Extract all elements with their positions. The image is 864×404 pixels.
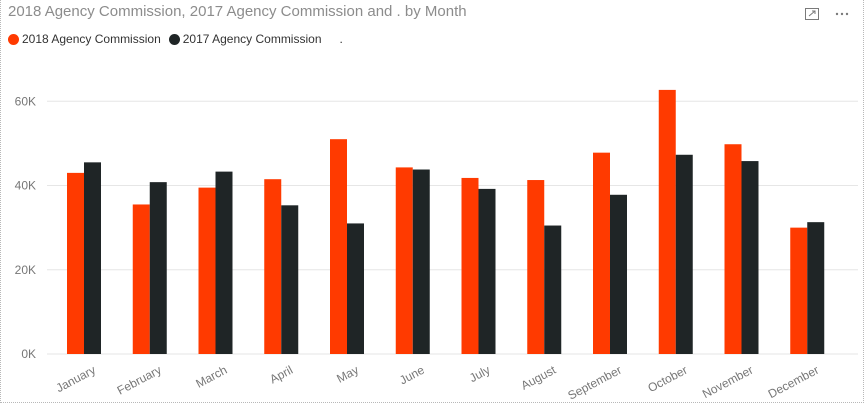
x-tick-label: November [700,363,755,401]
chart-title: 2018 Agency Commission, 2017 Agency Comm… [8,3,467,20]
legend-label-2017: 2017 Agency Commission [182,32,322,46]
bar-2017[interactable] [412,169,430,354]
bar-2017[interactable] [741,161,759,354]
legend-label-blank: . [339,32,343,46]
x-tick-label: June [397,363,427,388]
focus-mode-icon[interactable] [804,6,820,22]
bar-2018[interactable] [593,152,610,354]
x-tick-label: February [115,363,164,398]
more-options-icon[interactable] [834,6,850,22]
x-tick-label: September [566,363,624,403]
bar-2017[interactable] [544,225,562,354]
bar-2017[interactable] [84,162,101,354]
y-tick-label: 60K [15,94,36,108]
legend-dot-2017 [168,33,180,45]
bar-2018[interactable] [461,177,479,354]
x-tick-label: January [54,363,98,395]
x-tick-label: April [267,363,295,387]
y-tick-label: 20K [15,263,36,277]
x-tick-label: October [645,363,689,395]
bar-2017[interactable] [610,194,627,354]
y-tick-label: 0K [21,347,36,361]
x-tick-label: July [467,363,492,385]
bar-2018[interactable] [527,180,545,354]
legend-item-blank[interactable]: . [340,32,343,46]
bar-2018[interactable] [330,139,347,354]
bar-2018[interactable] [724,144,742,354]
x-tick-label: March [193,363,229,391]
bar-2018[interactable] [658,89,676,355]
bar-2018[interactable] [790,227,808,354]
visual-header-icons [804,6,850,22]
legend-item-2017[interactable]: 2017 Agency Commission [168,32,322,46]
x-tick-label: May [334,363,361,386]
bar-2018[interactable] [132,204,150,354]
bar-2018[interactable] [67,172,84,354]
bar-2017[interactable] [215,171,233,354]
bar-2017[interactable] [807,222,825,354]
bar-2017[interactable] [478,188,496,354]
x-tick-label: December [766,363,821,401]
bar-2017[interactable] [675,154,693,354]
legend-item-2018[interactable]: 2018 Agency Commission [8,32,161,46]
bar-2018[interactable] [198,187,216,354]
chart-legend: 2018 Agency Commission 2017 Agency Commi… [8,32,351,46]
bar-2018[interactable] [264,179,282,354]
bar-2018[interactable] [395,167,413,354]
y-tick-label: 40K [15,179,36,193]
bar-2017[interactable] [281,205,299,354]
x-tick-label: August [519,362,559,392]
legend-dot-2018 [8,33,19,45]
bar-2017[interactable] [149,182,167,354]
legend-label-2018: 2018 Agency Commission [22,32,161,46]
bar-2017[interactable] [347,223,364,354]
